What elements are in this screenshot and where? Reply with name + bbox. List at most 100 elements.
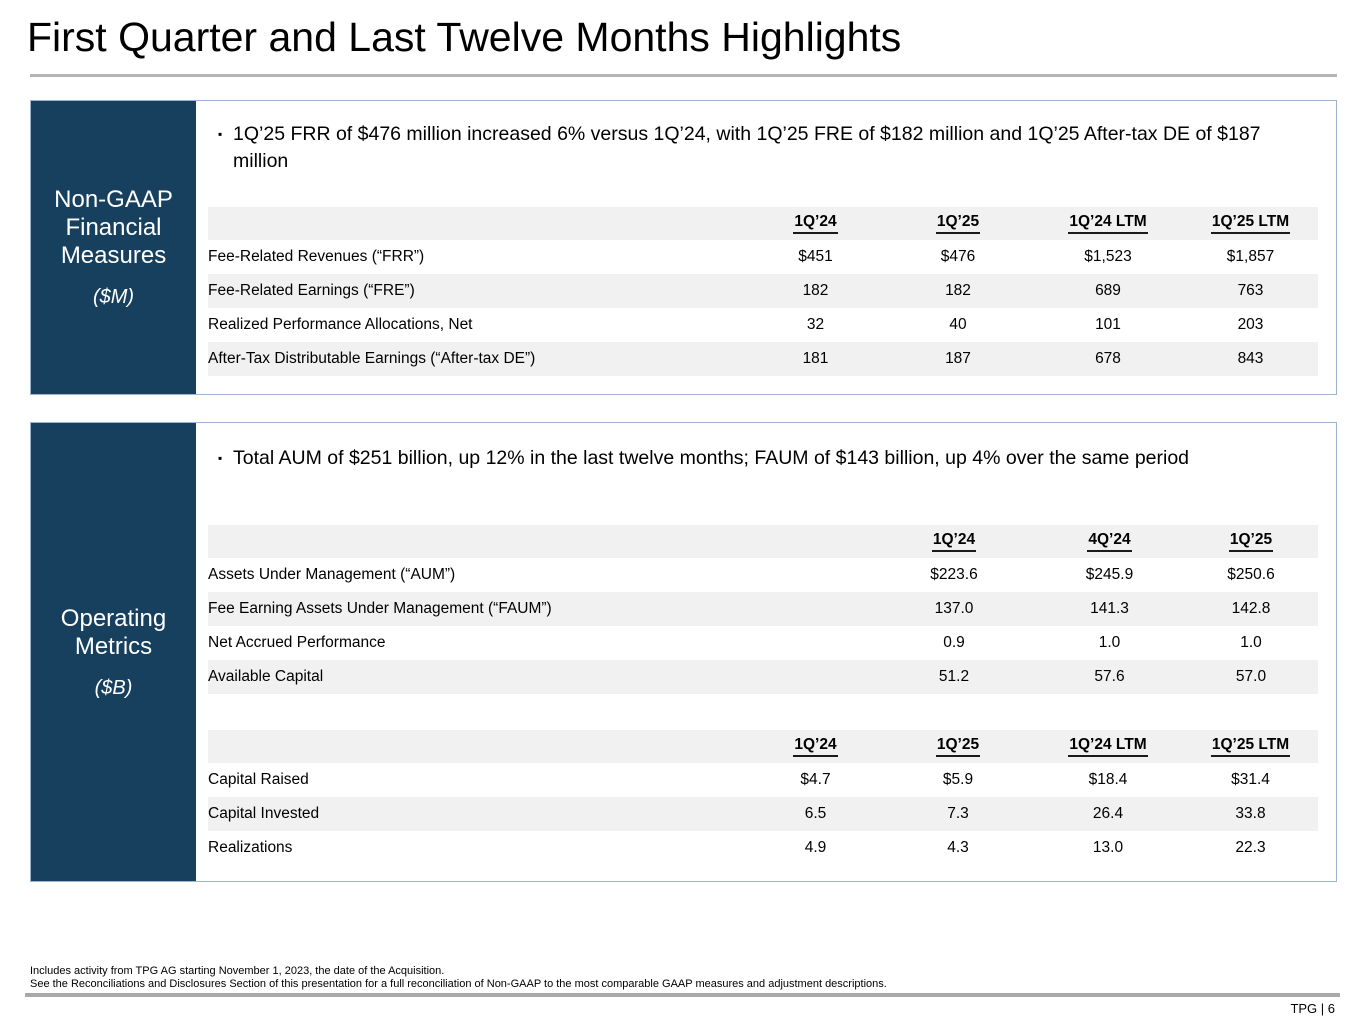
value-cell: 763 (1237, 282, 1264, 299)
page-number: TPG | 6 (1290, 1001, 1335, 1016)
table-row: Capital Raised $4.7 $5.9 $18.4 $31.4 (208, 763, 1318, 797)
bullet-icon: ▪ (218, 127, 223, 141)
value-cell: $476 (940, 248, 976, 265)
footnote-line: See the Reconciliations and Disclosures … (30, 977, 887, 990)
non-gaap-section: Non-GAAP Financial Measures ($M) ▪ 1Q’25… (30, 100, 1337, 395)
column-header-label: 1Q’24 LTM (1068, 736, 1148, 757)
table-row: Fee Earning Assets Under Management (“FA… (208, 592, 1318, 626)
value-cell: 1.0 (1098, 634, 1121, 651)
table-row: Net Accrued Performance 0.9 1.0 1.0 (208, 626, 1318, 660)
column-header-label: 1Q’24 (793, 213, 838, 234)
column-header: 1Q’25 LTM (1183, 730, 1318, 763)
operating-metrics-bullet-item: ▪ Total AUM of $251 billion, up 12% in t… (218, 445, 1308, 472)
value-cell: 187 (945, 350, 971, 367)
row-label-cell: Net Accrued Performance (208, 634, 386, 651)
value-cell: 57.0 (1235, 668, 1267, 685)
title-divider (30, 74, 1337, 77)
value-cell: 4.3 (947, 839, 969, 856)
column-header-label: 1Q’24 LTM (1068, 213, 1148, 234)
table-row: Capital Invested 6.5 7.3 26.4 33.8 (208, 797, 1318, 831)
sidebar-unit: ($M) (92, 286, 135, 308)
value-cell: 182 (802, 282, 829, 299)
value-cell: 33.8 (1235, 805, 1266, 822)
column-header: 1Q’24 LTM (1033, 207, 1183, 240)
column-header: 1Q’25 (1184, 525, 1318, 558)
sidebar-unit: ($B) (94, 676, 133, 699)
table-row: Assets Under Management (“AUM”) $223.6 $… (208, 558, 1318, 592)
value-cell: 678 (1095, 350, 1121, 367)
value-cell: 4.9 (804, 839, 827, 856)
table-row: After-Tax Distributable Earnings (“After… (208, 342, 1318, 376)
value-cell: $451 (798, 248, 833, 265)
column-header-label: 1Q’24 (793, 736, 838, 757)
column-header-empty (208, 730, 748, 763)
column-header: 1Q’25 (883, 207, 1033, 240)
value-cell: 22.3 (1235, 839, 1266, 856)
row-label-cell: Fee Earning Assets Under Management (“FA… (208, 600, 552, 617)
value-cell: 843 (1237, 350, 1264, 367)
bullet-text: 1Q’25 FRR of $476 million increased 6% v… (233, 123, 1261, 172)
value-cell: $5.9 (942, 771, 974, 788)
value-cell: 51.2 (938, 668, 970, 685)
table-row: Realizations 4.9 4.3 13.0 22.3 (208, 831, 1318, 865)
value-cell: $4.7 (800, 771, 831, 788)
value-cell: 141.3 (1090, 600, 1129, 617)
value-cell: 181 (802, 350, 829, 367)
value-cell: 57.6 (1094, 668, 1125, 685)
bullet-icon: ▪ (218, 451, 223, 465)
column-header-empty (208, 525, 873, 558)
table-row: Fee-Related Revenues (“FRR”) $451 $476 $… (208, 240, 1318, 274)
value-cell: 6.5 (804, 805, 827, 822)
value-cell: 137.0 (934, 600, 974, 617)
column-header-label: 1Q’25 (1228, 531, 1274, 552)
table-row: Fee-Related Earnings (“FRE”) 182 182 689… (208, 274, 1318, 308)
column-header: 1Q’25 (883, 730, 1033, 763)
column-header: 4Q’24 (1035, 525, 1184, 558)
value-cell: $31.4 (1231, 771, 1270, 788)
value-cell: 203 (1237, 316, 1264, 333)
row-label-cell: Capital Invested (208, 805, 320, 822)
value-cell: 40 (949, 316, 967, 333)
column-header: 1Q’25 LTM (1183, 207, 1318, 240)
table-header-row: 1Q’24 4Q’24 1Q’25 (208, 525, 1318, 558)
table-row: Realized Performance Allocations, Net 32… (208, 308, 1318, 342)
value-cell: $18.4 (1088, 771, 1128, 788)
value-cell: 13.0 (1092, 839, 1124, 856)
capital-activity-table: 1Q’24 1Q’25 1Q’24 LTM 1Q’25 LTM Capital … (208, 730, 1318, 865)
value-cell: 0.9 (943, 634, 965, 651)
value-cell: 32 (806, 316, 825, 333)
value-cell: 142.8 (1231, 600, 1271, 617)
value-cell: 101 (1095, 316, 1121, 333)
aum-metrics-table: 1Q’24 4Q’24 1Q’25 Assets Under Managemen… (208, 525, 1318, 694)
non-gaap-sidebar: Non-GAAP Financial Measures ($M) (31, 101, 196, 394)
column-header-label: 1Q’25 (935, 736, 981, 757)
row-label-cell: After-Tax Distributable Earnings (“After… (208, 350, 536, 367)
value-cell: $245.9 (1085, 566, 1134, 583)
sidebar-title: Operating Metrics (60, 604, 167, 660)
footnote-line: Includes activity from TPG AG starting N… (30, 965, 445, 977)
column-header: 1Q’24 (873, 525, 1035, 558)
non-gaap-table: 1Q’24 1Q’25 1Q’24 LTM 1Q’25 LTM Fee-Rela… (208, 207, 1318, 376)
column-header: 1Q’24 LTM (1033, 730, 1183, 763)
column-header: 1Q’24 (748, 730, 883, 763)
row-label-cell: Available Capital (208, 668, 324, 685)
column-header: 1Q’24 (748, 207, 883, 240)
table-header-row: 1Q’24 1Q’25 1Q’24 LTM 1Q’25 LTM (208, 207, 1318, 240)
value-cell: 26.4 (1092, 805, 1124, 822)
column-header-label: 4Q’24 (1087, 531, 1132, 552)
column-header-label: 1Q’24 (931, 531, 977, 552)
non-gaap-bullet-item: ▪ 1Q’25 FRR of $476 million increased 6%… (218, 121, 1308, 175)
value-cell: 182 (945, 282, 971, 299)
footnotes: Includes activity from TPG AG starting N… (30, 965, 887, 990)
row-label-cell: Fee-Related Earnings (“FRE”) (208, 282, 415, 299)
value-cell: 7.3 (947, 805, 969, 822)
value-cell: $250.6 (1227, 566, 1275, 583)
row-label-cell: Realized Performance Allocations, Net (208, 316, 473, 333)
column-header-label: 1Q’25 (935, 213, 981, 234)
sidebar-title: Non-GAAP Financial Measures (54, 186, 173, 269)
column-header-label: 1Q’25 LTM (1210, 213, 1291, 234)
value-cell: $1,857 (1226, 248, 1275, 265)
column-header-label: 1Q’25 LTM (1210, 736, 1291, 757)
value-cell: 1.0 (1240, 634, 1262, 651)
column-header-empty (208, 207, 748, 240)
